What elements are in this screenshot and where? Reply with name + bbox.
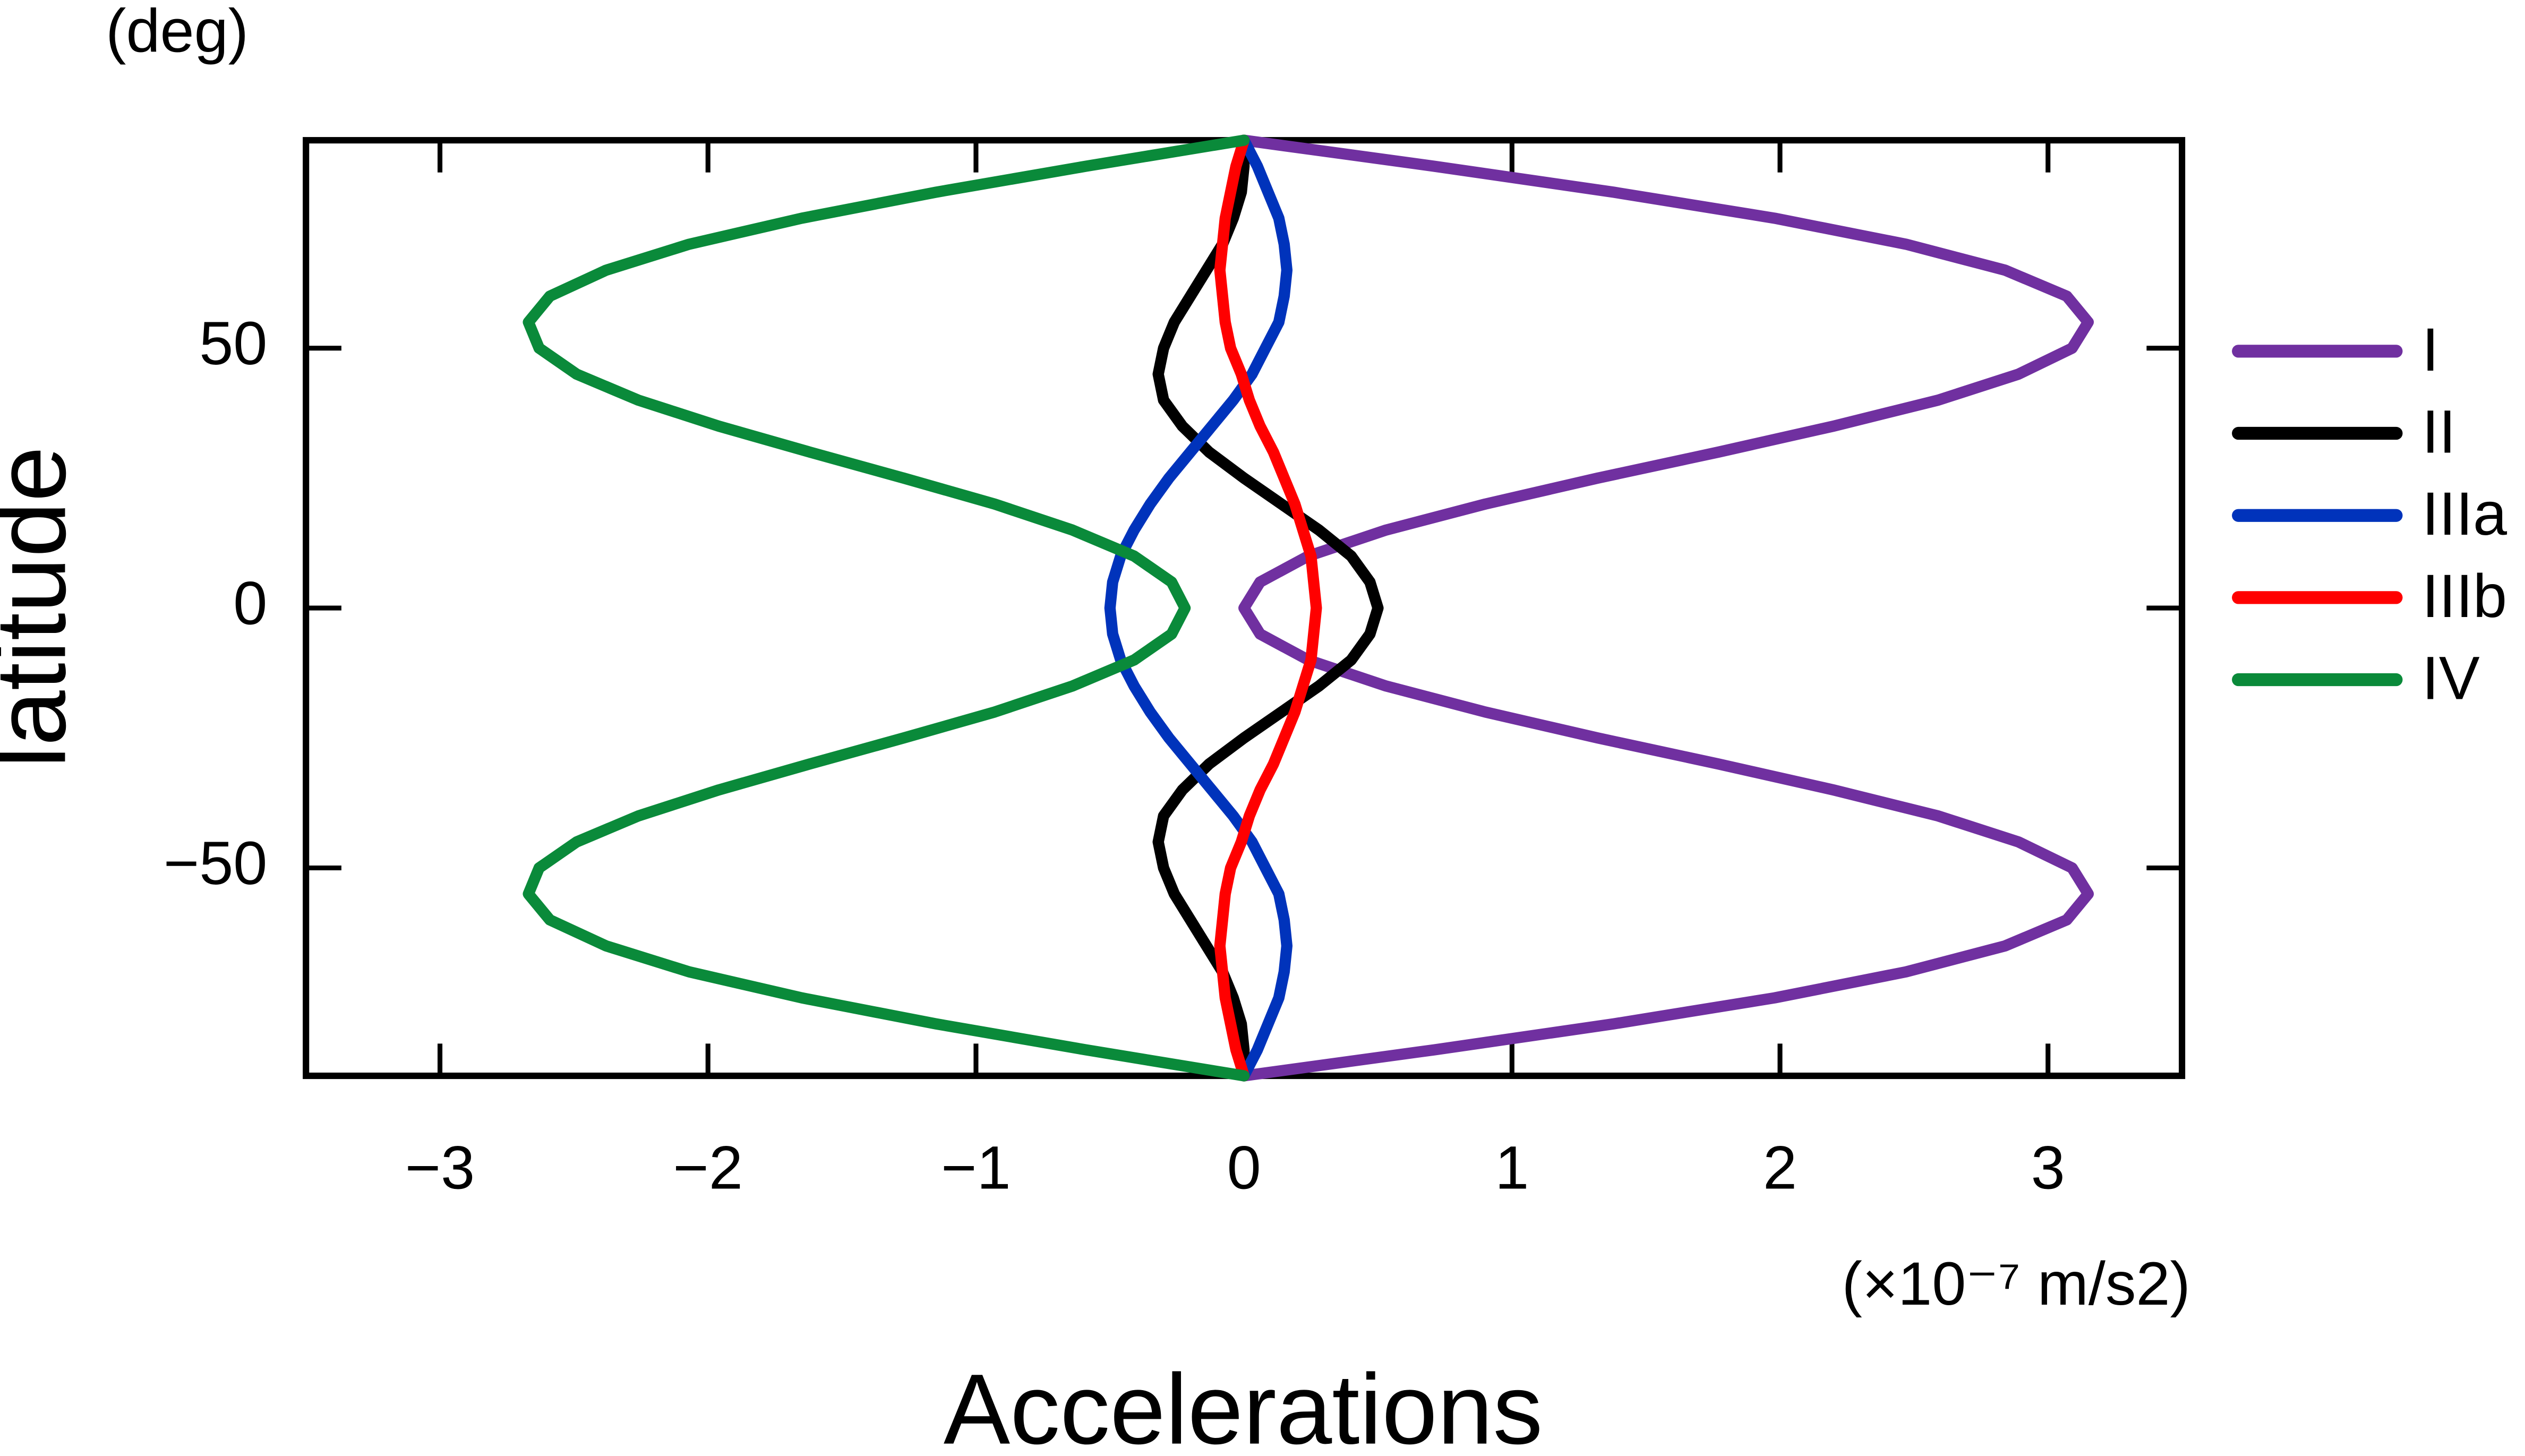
x-tick-label: 2: [1763, 1134, 1797, 1202]
y-tick-label: 0: [233, 570, 267, 638]
x-unit: (×10⁻⁷ m/s2): [1842, 1250, 2190, 1318]
x-axis-title: Accelerations: [944, 1354, 1543, 1456]
y-tick-label: −50: [164, 829, 267, 897]
series-line: [523, 134, 1250, 1082]
legend-label: IV: [2422, 645, 2480, 713]
legend-label: II: [2422, 398, 2456, 466]
legend-label: I: [2422, 316, 2439, 384]
series-line: [1152, 134, 1384, 1082]
x-tick-label: −2: [673, 1134, 743, 1202]
x-tick-label: 0: [1227, 1134, 1261, 1202]
x-tick-label: 3: [2031, 1134, 2065, 1202]
y-tick-label: 50: [199, 310, 267, 378]
x-tick-label: −1: [941, 1134, 1011, 1202]
series-line: [1238, 134, 2094, 1082]
x-tick-label: −3: [405, 1134, 475, 1202]
x-tick-label: 1: [1495, 1134, 1529, 1202]
series-line: [1214, 134, 1322, 1082]
y-axis-title: latitude: [0, 446, 86, 768]
legend-label: IIIb: [2422, 562, 2507, 630]
series-line: [1104, 134, 1293, 1082]
legend-label: IIIa: [2422, 480, 2507, 548]
y-unit: (deg): [106, 0, 249, 65]
